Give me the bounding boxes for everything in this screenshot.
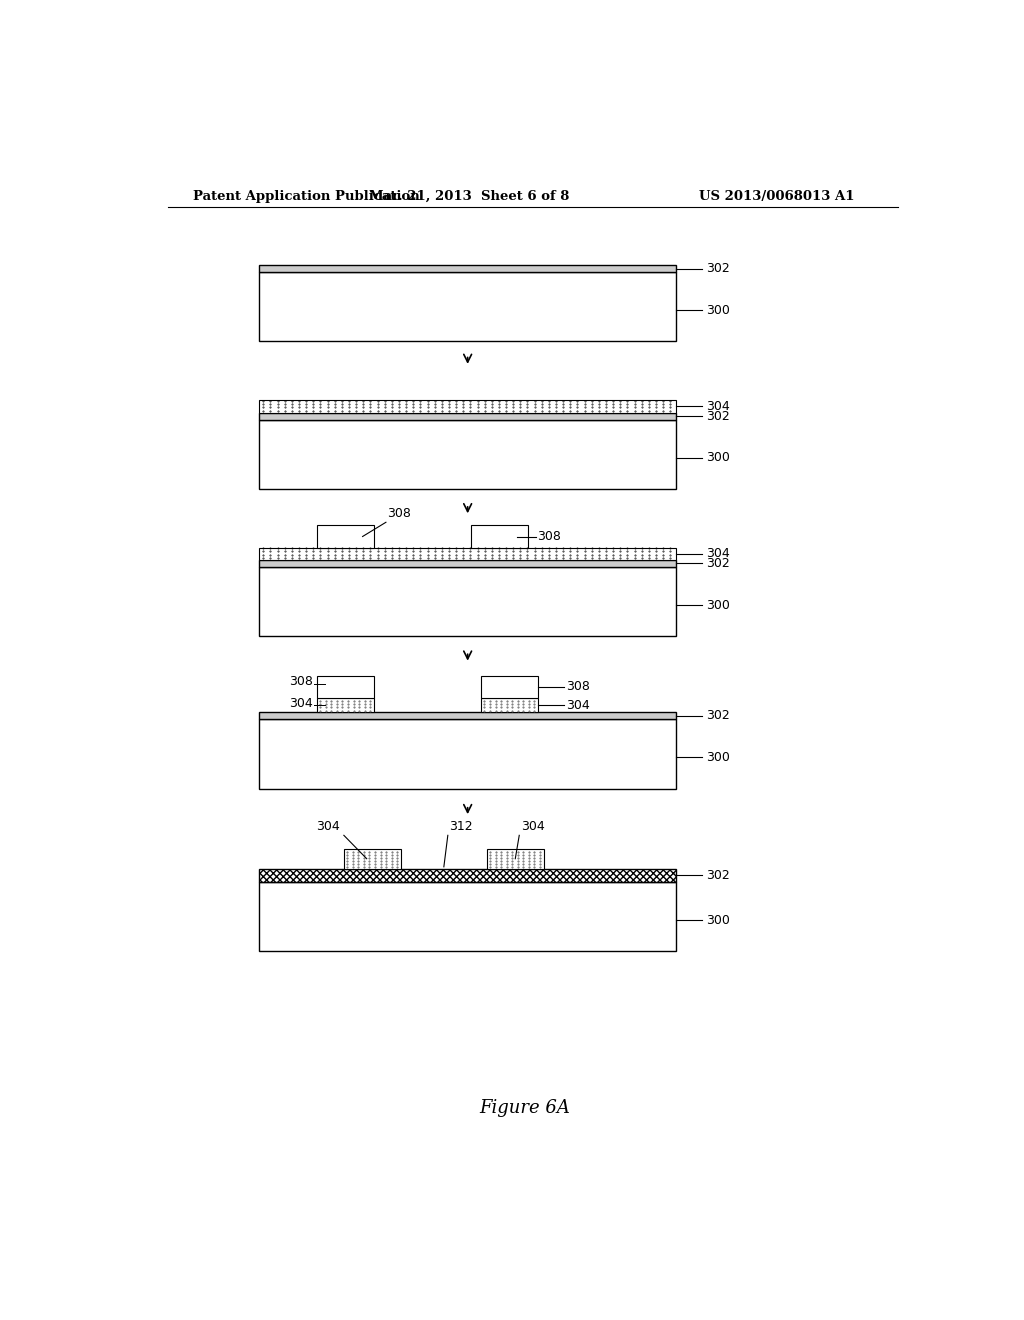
Bar (259, 548, 676, 560)
Text: Patent Application Publication: Patent Application Publication (194, 190, 420, 202)
Bar (259, 412, 676, 420)
Text: 300: 300 (706, 304, 730, 317)
Text: 302: 302 (706, 869, 729, 882)
Text: 312: 312 (450, 820, 473, 833)
Bar (471, 525, 528, 548)
Bar (481, 698, 539, 713)
Text: 308: 308 (538, 531, 561, 543)
Text: 300: 300 (706, 913, 730, 927)
Bar (259, 560, 676, 568)
Bar (481, 676, 539, 698)
Bar (316, 525, 374, 548)
Text: Figure 6A: Figure 6A (479, 1098, 570, 1117)
Text: 300: 300 (706, 598, 730, 611)
Bar (344, 849, 401, 869)
Bar (316, 698, 374, 713)
Bar (259, 568, 676, 636)
Bar (259, 719, 676, 788)
Text: 300: 300 (706, 451, 730, 465)
Bar (316, 676, 374, 698)
Bar (486, 849, 544, 869)
Bar (259, 882, 676, 952)
Text: Mar. 21, 2013  Sheet 6 of 8: Mar. 21, 2013 Sheet 6 of 8 (369, 190, 569, 202)
Bar (259, 400, 676, 412)
Bar (259, 420, 676, 488)
Text: 304: 304 (706, 548, 729, 560)
Text: 308: 308 (387, 507, 412, 520)
Text: 302: 302 (706, 557, 729, 570)
Text: 304: 304 (566, 698, 590, 711)
Text: 300: 300 (706, 751, 730, 764)
Text: 308: 308 (289, 676, 313, 688)
Bar (259, 272, 676, 342)
Text: US 2013/0068013 A1: US 2013/0068013 A1 (699, 190, 855, 202)
Bar (259, 869, 676, 882)
Text: 304: 304 (521, 820, 545, 833)
Text: 304: 304 (289, 697, 313, 710)
Text: 302: 302 (706, 409, 729, 422)
Text: 302: 302 (706, 709, 729, 722)
Bar (259, 265, 676, 272)
Text: 304: 304 (706, 400, 729, 413)
Text: 308: 308 (566, 680, 590, 693)
Text: 304: 304 (316, 820, 340, 833)
Bar (259, 713, 676, 719)
Text: 302: 302 (706, 263, 729, 275)
